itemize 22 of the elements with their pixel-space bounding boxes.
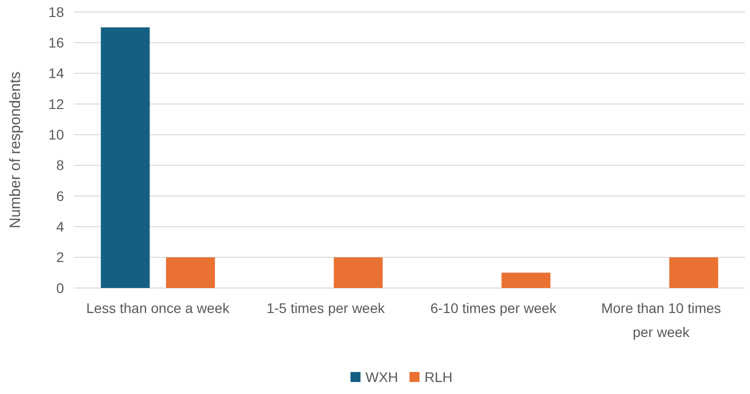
- bar: [502, 272, 550, 288]
- bar: [669, 257, 718, 288]
- x-tick-label: Less than once a week: [86, 300, 230, 316]
- y-tick-label: 0: [56, 280, 64, 296]
- y-axis-title: Number of respondents: [7, 72, 24, 228]
- bar: [166, 257, 215, 288]
- y-tick-label: 10: [48, 126, 64, 143]
- x-tick-label: 6-10 times per week: [430, 300, 558, 316]
- legend-label: RLH: [424, 369, 453, 385]
- y-tick-label: 8: [56, 157, 64, 174]
- y-tick-label: 4: [56, 218, 64, 235]
- legend-label: WXH: [366, 369, 398, 385]
- x-tick-label: More than 10 times per week: [601, 300, 722, 340]
- x-tick-label: 1-5 times per week: [266, 300, 386, 316]
- bar: [100, 27, 150, 288]
- y-tick-label: 2: [56, 249, 64, 266]
- y-tick-label: 18: [48, 4, 64, 20]
- y-tick-label: 12: [48, 96, 64, 112]
- y-tick-label: 16: [48, 34, 64, 51]
- bar: [334, 257, 383, 288]
- y-tick-label: 14: [48, 65, 64, 82]
- y-tick-label: 6: [56, 188, 64, 204]
